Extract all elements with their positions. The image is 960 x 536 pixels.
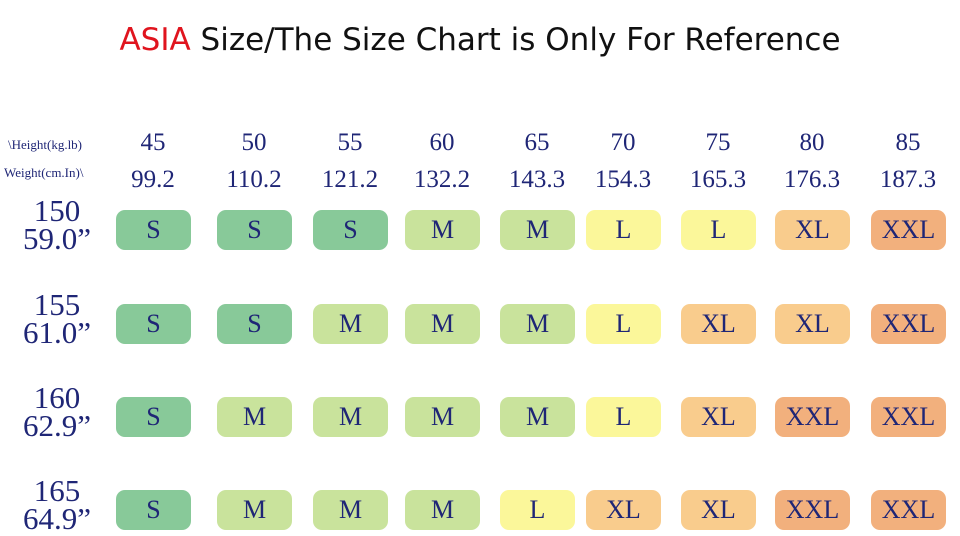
size-badge: XL	[681, 490, 756, 530]
size-badge: M	[217, 397, 292, 437]
weight-kg: 60	[429, 129, 455, 156]
size-badge: XL	[775, 210, 850, 250]
weight-kg: 85	[895, 129, 921, 156]
weight-lb: 99.2	[131, 166, 175, 193]
size-badge: XXL	[871, 397, 946, 437]
page-title: ASIA Size/The Size Chart is Only For Ref…	[0, 22, 960, 58]
size-badge: S	[116, 210, 191, 250]
size-badge: L	[586, 210, 661, 250]
size-badge: XL	[586, 490, 661, 530]
size-badge: XXL	[775, 490, 850, 530]
height-in: 64.9”	[22, 501, 91, 536]
size-badge: M	[313, 304, 388, 344]
size-badge: M	[405, 397, 480, 437]
size-badge: XXL	[775, 397, 850, 437]
height-cm: 160	[33, 380, 81, 415]
weight-lb: 187.3	[879, 166, 937, 193]
size-badge: S	[217, 210, 292, 250]
size-badge: XXL	[871, 304, 946, 344]
size-badge: M	[500, 210, 575, 250]
weight-lb: 154.3	[594, 166, 652, 193]
size-badge: S	[116, 397, 191, 437]
title-highlight: ASIA	[119, 22, 191, 58]
size-badge: M	[500, 397, 575, 437]
weight-kg: 75	[705, 129, 731, 156]
size-badge: XL	[681, 397, 756, 437]
weight-lb: 143.3	[508, 166, 566, 193]
height-cm: 155	[33, 287, 81, 322]
size-badge: M	[500, 304, 575, 344]
weight-kg: 70	[610, 129, 636, 156]
weight-lb: 121.2	[321, 166, 379, 193]
size-badge: S	[116, 304, 191, 344]
size-badge: M	[217, 490, 292, 530]
size-badge: L	[586, 304, 661, 344]
size-badge: M	[405, 210, 480, 250]
weight-lb: 132.2	[413, 166, 471, 193]
size-badge: XL	[775, 304, 850, 344]
height-in: 61.0”	[22, 315, 91, 350]
size-badge: M	[313, 490, 388, 530]
corner-label-weight: Weight(cm.In)\	[4, 165, 84, 180]
height-in: 59.0”	[22, 221, 91, 256]
size-badge: L	[681, 210, 756, 250]
size-badge: L	[586, 397, 661, 437]
height-cm: 150	[33, 193, 81, 228]
height-in: 62.9”	[22, 408, 91, 443]
size-badge: XXL	[871, 490, 946, 530]
size-badge: XXL	[871, 210, 946, 250]
size-badge: L	[500, 490, 575, 530]
weight-lb: 176.3	[783, 166, 841, 193]
size-badge: S	[217, 304, 292, 344]
weight-lb: 110.2	[226, 166, 282, 193]
weight-kg: 65	[524, 129, 550, 156]
weight-lb: 165.3	[689, 166, 747, 193]
size-badge: M	[405, 490, 480, 530]
weight-kg: 50	[241, 129, 267, 156]
size-badge: S	[116, 490, 191, 530]
corner-label-height: \Height(kg.lb)	[8, 137, 83, 152]
size-badge: S	[313, 210, 388, 250]
height-cm: 165	[33, 473, 81, 508]
size-badge: XL	[681, 304, 756, 344]
size-badge: M	[313, 397, 388, 437]
weight-kg: 45	[140, 129, 166, 156]
weight-kg: 80	[799, 129, 825, 156]
weight-kg: 55	[337, 129, 363, 156]
title-text: Size/The Size Chart is Only For Referenc…	[190, 22, 841, 58]
size-badge: M	[405, 304, 480, 344]
